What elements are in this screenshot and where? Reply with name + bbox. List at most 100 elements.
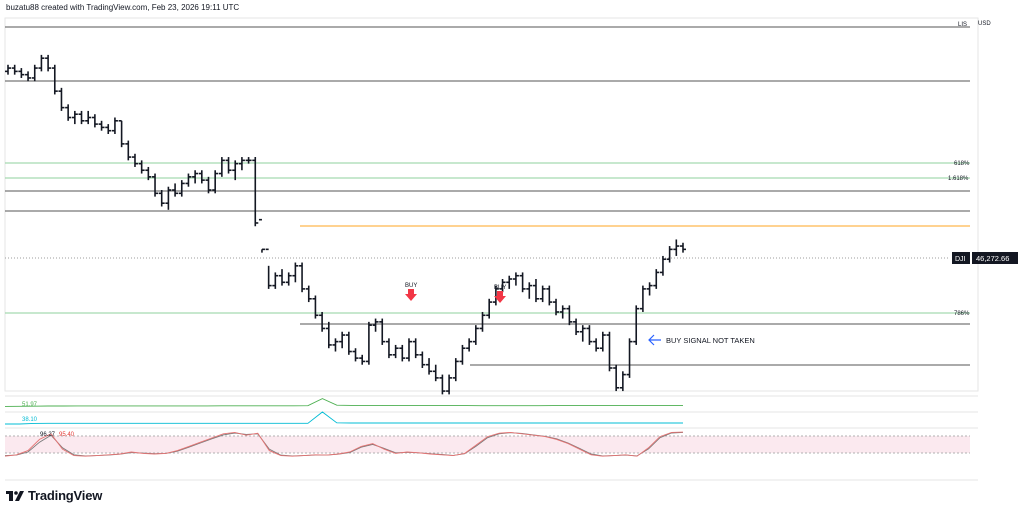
price-bar [579, 325, 586, 342]
price-bar [479, 311, 486, 332]
price-bar [131, 153, 138, 167]
price-bar [633, 305, 640, 345]
price-bar [466, 338, 473, 352]
price-bar [379, 318, 386, 345]
price-bar [265, 248, 272, 289]
price-bar [365, 321, 372, 365]
price-bar [659, 255, 666, 276]
price-bar [646, 282, 653, 296]
price-bar [526, 282, 533, 299]
stoch-band [5, 436, 970, 453]
price-bar [38, 54, 45, 72]
price-bar [245, 157, 252, 164]
price-bar [680, 242, 686, 253]
price-bar [212, 170, 219, 194]
price-bar [546, 285, 553, 306]
price-bar [519, 272, 526, 293]
price-badge[interactable]: 46,272.66 [976, 254, 1009, 263]
note-text: BUY SIGNAL NOT TAKEN [666, 336, 755, 345]
fib-618-label: 618% [954, 161, 970, 167]
tradingview-logo[interactable]: TradingView [6, 488, 102, 503]
price-bar [539, 285, 546, 303]
price-bar [472, 325, 479, 345]
main-pane-frame [4, 17, 979, 392]
price-bar [512, 272, 519, 286]
price-bar [459, 344, 466, 365]
symbol-badge-bg [952, 252, 970, 264]
price-bar [599, 331, 606, 352]
price-bar [225, 157, 232, 174]
price-bar [325, 321, 332, 349]
price-bar [238, 157, 245, 171]
price-bar [566, 305, 573, 326]
tradingview-logo-icon [6, 490, 24, 501]
price-bar [138, 160, 145, 174]
buy-label-2: BUY [494, 285, 506, 291]
price-bar [172, 183, 179, 197]
price-bar [439, 374, 446, 395]
price-bar [78, 110, 85, 125]
price-bar [492, 285, 499, 306]
buy-arrow-2 [494, 291, 506, 303]
price-bar [218, 157, 225, 177]
price-bar [152, 173, 159, 197]
price-bar [606, 331, 613, 372]
price-bar [299, 262, 306, 293]
price-bars [5, 54, 686, 395]
fib-786-label: 786% [954, 311, 970, 317]
price-bar [192, 170, 199, 184]
scale-mode-label[interactable]: LIS [958, 22, 967, 28]
price-bar [666, 246, 673, 263]
price-bar [426, 358, 433, 375]
price-bar [452, 358, 459, 382]
price-bar [198, 170, 205, 184]
price-bar [553, 298, 560, 316]
price-bar [626, 338, 633, 378]
price-bar [98, 120, 105, 131]
price-bar [486, 298, 493, 319]
price-bar [372, 318, 379, 332]
indicator-line-cyan [5, 411, 683, 425]
stoch-k-line [4, 431, 684, 457]
price-bar [653, 269, 660, 289]
price-bar [506, 275, 513, 289]
price-bar [352, 348, 359, 362]
price-bar [359, 354, 366, 365]
price-bar [158, 190, 165, 207]
price-bar [65, 104, 72, 121]
price-bar [405, 338, 412, 362]
price-bar [232, 160, 239, 181]
buy-label-1: BUY [405, 283, 417, 289]
price-bar [18, 68, 25, 78]
currency-label[interactable]: USD [978, 21, 991, 27]
price-bar [91, 114, 98, 128]
price-bar [105, 124, 112, 134]
price-bar [258, 218, 265, 253]
price-bar [586, 325, 593, 345]
brand-name: TradingView [28, 488, 103, 503]
price-bar [58, 87, 65, 111]
price-bar [312, 295, 319, 319]
price-bar [613, 364, 620, 392]
buy-arrow-1 [405, 289, 417, 301]
price-bar [11, 64, 18, 75]
indicator-value-cyan: 38.10 [22, 417, 38, 423]
price-bar [71, 110, 78, 125]
price-bar [559, 305, 566, 319]
price-bar [45, 54, 52, 72]
price-bar [399, 344, 406, 362]
price-bar [252, 157, 259, 227]
price-bar [619, 371, 626, 392]
chart-header: buzatu88 created with TradingView.com, F… [6, 3, 240, 12]
price-bar [392, 344, 399, 359]
symbol-badge[interactable]: DJI [955, 256, 966, 263]
fib-1618-label: 1.618% [948, 176, 969, 182]
price-bar [319, 311, 326, 332]
price-bar [178, 180, 185, 197]
price-bar [51, 64, 58, 95]
price-bar [285, 272, 292, 286]
price-bar [85, 110, 92, 125]
price-bar [279, 269, 286, 286]
price-bar [332, 338, 339, 352]
